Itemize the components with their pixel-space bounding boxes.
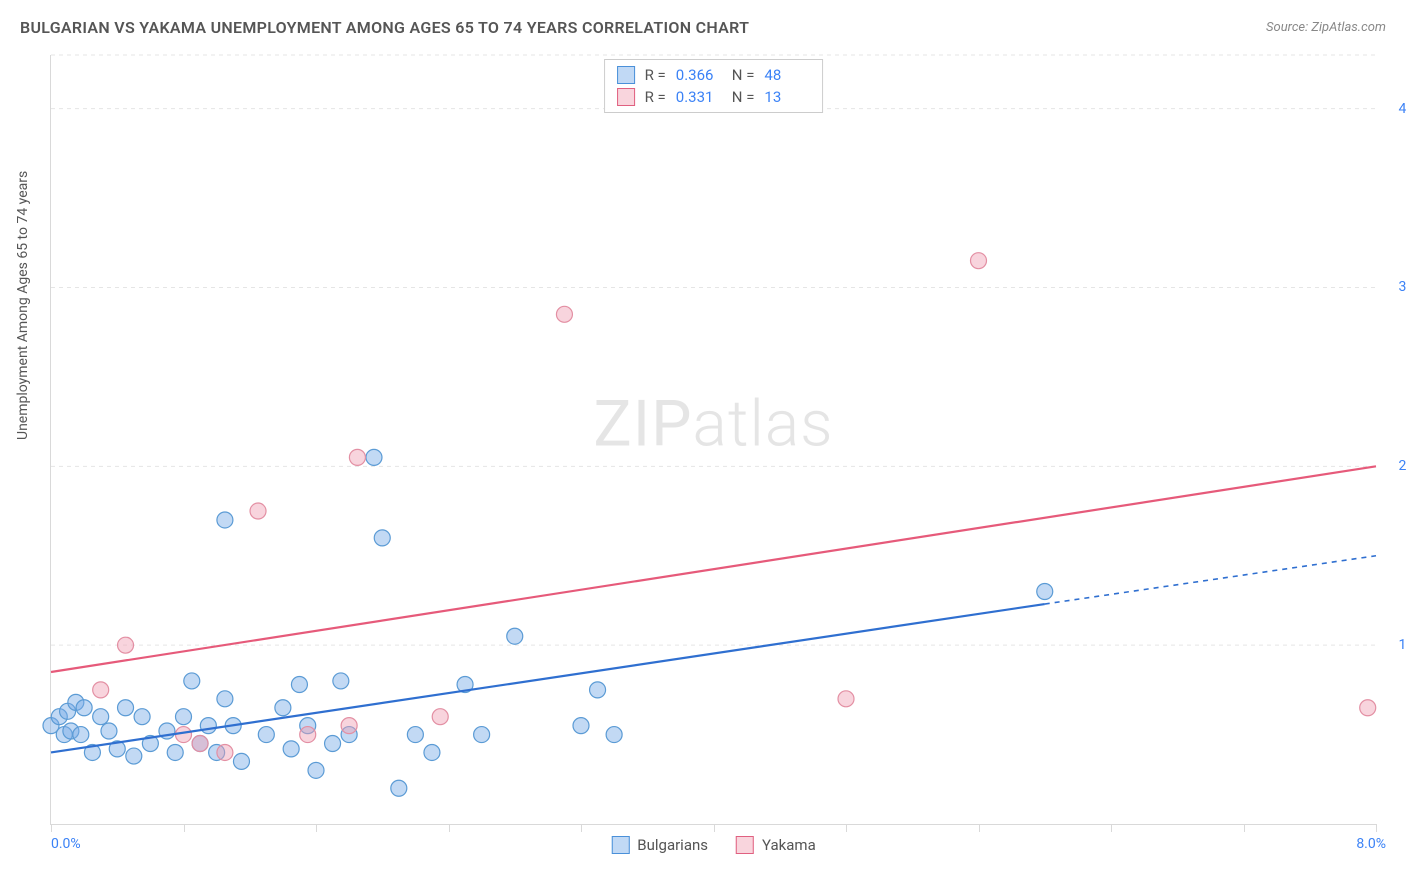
- data-point: [126, 748, 142, 764]
- data-point: [590, 682, 606, 698]
- x-tick: [1244, 824, 1245, 832]
- data-point: [258, 727, 274, 743]
- swatch-pink: [736, 836, 754, 854]
- data-point: [217, 691, 233, 707]
- data-point: [838, 691, 854, 707]
- data-point: [275, 700, 291, 716]
- x-tick: [184, 824, 185, 832]
- data-point: [391, 780, 407, 796]
- plot-area: ZIPatlas R = 0.366 N = 48 R = 0.331 N = …: [50, 55, 1376, 825]
- data-point: [73, 727, 89, 743]
- y-tick-label: 40.0%: [1398, 101, 1406, 117]
- stats-row-pink: R = 0.331 N = 13: [617, 86, 811, 108]
- legend-item-yakama: Yakama: [736, 836, 816, 854]
- data-point: [606, 727, 622, 743]
- data-point: [333, 673, 349, 689]
- data-point: [341, 718, 357, 734]
- data-point: [167, 744, 183, 760]
- data-point: [118, 700, 134, 716]
- data-point: [250, 503, 266, 519]
- swatch-blue: [617, 66, 635, 84]
- stats-row-blue: R = 0.366 N = 48: [617, 64, 811, 86]
- data-point: [407, 727, 423, 743]
- data-point: [432, 709, 448, 725]
- data-point: [233, 753, 249, 769]
- data-point: [134, 709, 150, 725]
- scatter-svg: [51, 55, 1376, 824]
- data-point: [308, 762, 324, 778]
- x-tick: [846, 824, 847, 832]
- data-point: [118, 637, 134, 653]
- data-point: [573, 718, 589, 734]
- data-point: [374, 530, 390, 546]
- data-point: [474, 727, 490, 743]
- data-point: [507, 628, 523, 644]
- data-point: [93, 709, 109, 725]
- data-point: [424, 744, 440, 760]
- y-tick-label: 20.0%: [1398, 458, 1406, 474]
- x-tick: [449, 824, 450, 832]
- x-tick: [1376, 824, 1377, 832]
- data-point: [176, 709, 192, 725]
- data-point: [217, 744, 233, 760]
- data-point: [283, 741, 299, 757]
- y-tick-label: 10.0%: [1398, 637, 1406, 653]
- data-point: [184, 673, 200, 689]
- data-point: [971, 253, 987, 269]
- x-tick: [316, 824, 317, 832]
- data-point: [1360, 700, 1376, 716]
- data-point: [93, 682, 109, 698]
- swatch-blue: [611, 836, 629, 854]
- x-tick: [51, 824, 52, 832]
- data-point: [1037, 584, 1053, 600]
- swatch-pink: [617, 88, 635, 106]
- data-point: [217, 512, 233, 528]
- x-axis-min-label: 0.0%: [51, 836, 81, 852]
- x-tick: [581, 824, 582, 832]
- title-bar: BULGARIAN VS YAKAMA UNEMPLOYMENT AMONG A…: [20, 18, 1386, 37]
- data-point: [325, 736, 341, 752]
- data-point: [349, 449, 365, 465]
- legend-item-bulgarians: Bulgarians: [611, 836, 708, 854]
- data-point: [192, 736, 208, 752]
- data-point: [366, 449, 382, 465]
- data-point: [291, 677, 307, 693]
- x-axis-max-label: 8.0%: [1356, 836, 1386, 852]
- legend-bottom: Bulgarians Yakama: [611, 836, 815, 854]
- x-tick: [1111, 824, 1112, 832]
- chart-title: BULGARIAN VS YAKAMA UNEMPLOYMENT AMONG A…: [20, 18, 749, 37]
- x-tick: [979, 824, 980, 832]
- x-tick: [714, 824, 715, 832]
- y-tick-label: 30.0%: [1398, 279, 1406, 295]
- data-point: [101, 723, 117, 739]
- y-axis-label: Unemployment Among Ages 65 to 74 years: [15, 171, 31, 440]
- data-point: [556, 306, 572, 322]
- source-attribution: Source: ZipAtlas.com: [1266, 20, 1386, 35]
- data-point: [76, 700, 92, 716]
- stats-legend: R = 0.366 N = 48 R = 0.331 N = 13: [604, 59, 824, 113]
- data-point: [300, 727, 316, 743]
- data-point: [200, 718, 216, 734]
